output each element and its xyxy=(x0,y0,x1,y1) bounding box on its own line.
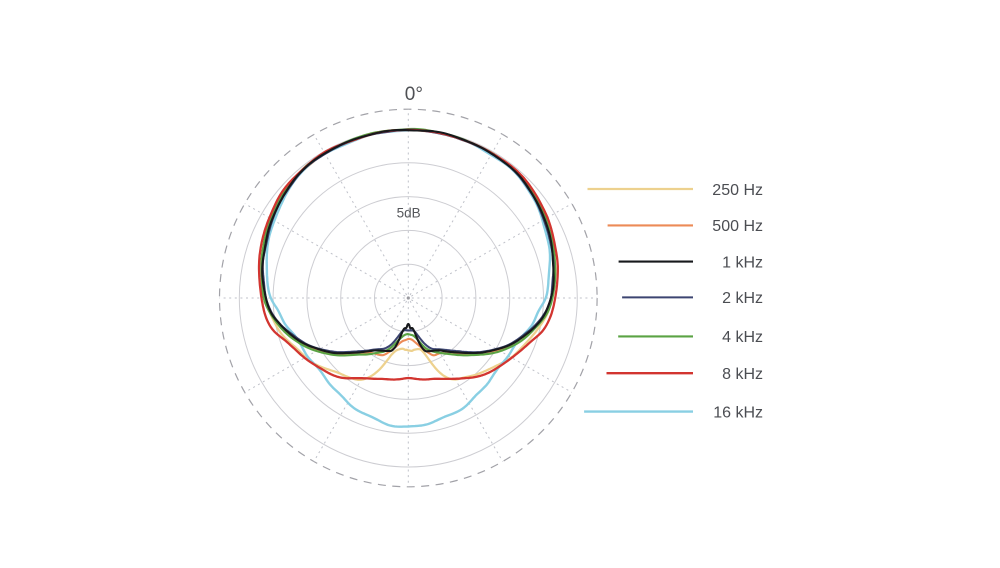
svg-text:500 Hz: 500 Hz xyxy=(712,218,763,235)
svg-text:4 kHz: 4 kHz xyxy=(722,329,763,346)
svg-text:250 Hz: 250 Hz xyxy=(712,182,763,199)
svg-text:5dB: 5dB xyxy=(397,206,421,221)
svg-text:8 kHz: 8 kHz xyxy=(722,366,763,383)
svg-text:1 kHz: 1 kHz xyxy=(722,254,763,271)
svg-text:16 kHz: 16 kHz xyxy=(713,404,763,421)
svg-text:2 kHz: 2 kHz xyxy=(722,290,763,307)
svg-text:0°: 0° xyxy=(405,84,423,105)
